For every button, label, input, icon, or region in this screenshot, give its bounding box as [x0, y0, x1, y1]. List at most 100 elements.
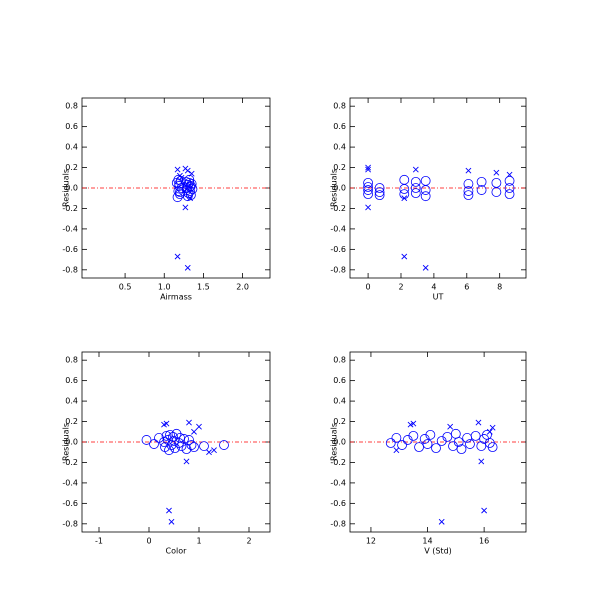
y-tick-label: 0.0 [65, 438, 78, 447]
cross-point [422, 264, 429, 271]
circle-point [476, 441, 487, 451]
y-tick-label: -0.8 [62, 265, 78, 274]
y-tick-label: 0.6 [65, 376, 78, 385]
panel: 0.8 0.6 0.4 0.2 0.0 -0.2 -0.4 -0.6 -0.8 0.5 1.0 1.5… [62, 97, 271, 302]
circle-point [160, 442, 170, 453]
circle-point [168, 431, 178, 442]
circle-point [463, 190, 474, 201]
cross-point [447, 423, 454, 430]
x-tick-label: 14 [422, 537, 432, 546]
circle-point [363, 182, 373, 192]
y-tick-label: -0.4 [62, 224, 78, 233]
circle-point [189, 442, 199, 453]
circle-point [173, 174, 184, 185]
circle-point [374, 187, 385, 197]
y-tick-label: -0.2 [62, 204, 78, 213]
x-tick-label: 2.0 [236, 283, 249, 292]
cross-point [506, 171, 513, 178]
circle-point [420, 191, 431, 202]
circle-point [414, 442, 424, 453]
circle-point [186, 440, 197, 450]
circle-point [450, 428, 461, 439]
y-tick-label: 0.8 [333, 356, 346, 365]
y-axis-label: Residuals [330, 169, 339, 207]
cross-point [188, 170, 195, 177]
x-tick-label: -1 [95, 537, 103, 546]
y-tick-label: 0.4 [65, 143, 78, 152]
cross-point [438, 518, 445, 525]
circle-point [442, 431, 453, 442]
circle-point [182, 183, 192, 193]
y-tick-label: -0.8 [62, 519, 78, 528]
y-tick-label: -0.8 [330, 519, 346, 528]
y-tick-label: 0.8 [65, 102, 78, 111]
x-tick-label: 4 [431, 283, 436, 292]
y-tick-label: -0.6 [330, 245, 346, 254]
x-tick-label: 1.0 [158, 283, 171, 292]
cross-point [365, 164, 372, 171]
cross-point [393, 447, 400, 454]
circle-point [410, 176, 421, 187]
circle-point [399, 174, 410, 185]
cross-point [481, 507, 488, 514]
circle-point [391, 433, 402, 443]
x-axis-label: UT [433, 293, 444, 302]
cross-point [191, 428, 197, 435]
y-tick-label: 0.2 [333, 163, 346, 172]
y-tick-label: 0.2 [65, 163, 78, 172]
y-axis-label: Residuals [62, 423, 71, 461]
circle-point [141, 435, 152, 445]
cross-point [401, 195, 408, 202]
circle-point [504, 189, 515, 200]
circle-point [184, 435, 194, 445]
y-tick-label: 0.4 [333, 397, 346, 406]
y-tick-label: 0.8 [333, 102, 346, 111]
y-tick-label: 0.8 [65, 356, 78, 365]
circle-point [408, 430, 419, 441]
y-tick-label: -0.2 [330, 204, 346, 213]
cross-point [174, 166, 181, 173]
cross-point [187, 195, 194, 202]
cross-point [186, 419, 192, 426]
circle-point [453, 437, 464, 447]
cross-point [163, 420, 170, 427]
cross-point [166, 507, 172, 514]
circle-point [363, 177, 373, 188]
x-tick-label: 16 [479, 537, 489, 546]
cross-point [486, 428, 493, 435]
x-tick-label: 1.5 [197, 283, 210, 292]
circle-point [399, 184, 410, 194]
y-tick-label: 0.0 [333, 184, 346, 193]
cross-point [211, 447, 217, 454]
circle-point [363, 189, 373, 200]
circle-point [456, 444, 467, 455]
circle-point [397, 440, 407, 450]
circle-point [374, 190, 385, 201]
circle-point [187, 184, 198, 194]
y-tick-label: 0.2 [65, 417, 78, 426]
circle-point [504, 183, 515, 193]
circle-point [476, 185, 487, 195]
cross-point [478, 458, 485, 465]
circle-point [476, 176, 487, 187]
cross-point [184, 167, 191, 174]
panel: 0.8 0.6 0.4 0.2 0.0 -0.2 -0.4 -0.6 -0.8 12 14 16 V (… [330, 351, 527, 556]
circle-point [385, 438, 396, 448]
circle-point [470, 430, 481, 441]
cross-point [475, 419, 482, 426]
y-tick-label: 0.4 [333, 143, 346, 152]
panel: 0.8 0.6 0.4 0.2 0.0 -0.2 -0.4 -0.6 -0.8 0 2 4 6 8 UT Re… [330, 97, 527, 302]
circle-point [374, 183, 385, 193]
circle-point [431, 443, 441, 454]
y-tick-label: -0.6 [330, 499, 346, 508]
cross-point [174, 253, 181, 260]
x-axis-label: V (Std) [424, 547, 452, 556]
circle-point [420, 185, 431, 195]
y-tick-label: -0.6 [62, 245, 78, 254]
circle-point [169, 436, 179, 446]
y-tick-label: -0.8 [330, 265, 346, 274]
circle-point [199, 441, 209, 451]
y-tick-label: 0.6 [65, 122, 78, 131]
x-axis-label: Color [166, 547, 188, 556]
x-axis-label: Airmass [160, 293, 192, 302]
